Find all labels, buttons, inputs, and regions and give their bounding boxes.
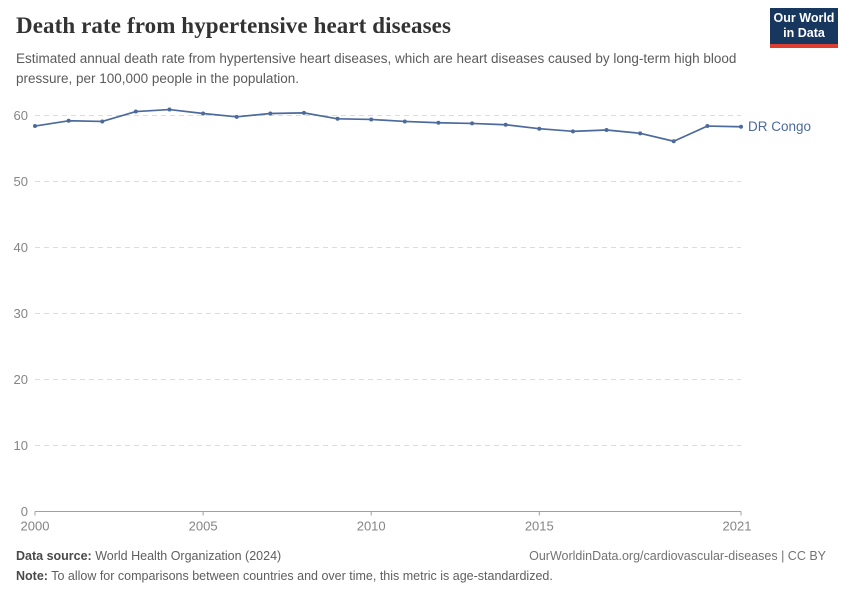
data-source-value: World Health Organization (2024) xyxy=(95,549,282,563)
y-tick-label: 20 xyxy=(14,372,28,387)
note-value: To allow for comparisons between countri… xyxy=(51,569,553,583)
y-tick-label: 50 xyxy=(14,174,28,189)
data-point xyxy=(66,118,71,123)
data-point xyxy=(268,111,273,116)
y-tick-label: 30 xyxy=(14,306,28,321)
entity-label: DR Congo xyxy=(748,119,811,134)
footer-link[interactable]: OurWorldinData.org/cardiovascular-diseas… xyxy=(529,549,826,563)
y-tick-label: 40 xyxy=(14,240,28,255)
owid-logo-line2: in Data xyxy=(783,26,825,40)
data-point xyxy=(234,114,239,119)
chart-subtitle: Estimated annual death rate from hyperte… xyxy=(16,50,737,86)
data-point xyxy=(638,131,643,136)
data-source-label: Data source: xyxy=(16,549,92,563)
data-point xyxy=(301,110,306,115)
x-tick-label: 2021 xyxy=(723,519,752,534)
chart-footer: Data source: World Health Organization (… xyxy=(16,546,826,586)
data-point xyxy=(402,119,407,124)
footer-note: Note: To allow for comparisons between c… xyxy=(16,566,826,586)
data-point xyxy=(33,124,37,129)
x-tick-label: 2005 xyxy=(189,519,218,534)
data-point xyxy=(570,129,575,134)
data-point xyxy=(705,124,710,129)
page-title: Death rate from hypertensive heart disea… xyxy=(16,13,452,38)
data-point xyxy=(201,111,206,116)
data-point xyxy=(537,126,542,131)
x-tick-label: 2000 xyxy=(21,519,50,534)
data-point xyxy=(470,121,475,126)
x-tick-label: 2010 xyxy=(357,519,386,534)
data-point xyxy=(133,109,138,114)
data-point xyxy=(335,116,340,121)
y-tick-label: 0 xyxy=(21,504,28,519)
owid-logo[interactable]: Our World in Data xyxy=(770,8,838,48)
data-point xyxy=(604,128,609,133)
data-point xyxy=(100,119,105,124)
data-line xyxy=(34,108,742,143)
y-tick-label: 60 xyxy=(14,108,28,123)
data-source: Data source: World Health Organization (… xyxy=(16,546,281,566)
data-point xyxy=(436,120,441,125)
chart-header: Death rate from hypertensive heart disea… xyxy=(16,12,761,89)
x-tick-label: 2015 xyxy=(525,519,554,534)
owid-logo-line1: Our World xyxy=(773,11,835,26)
footer-source-row: Data source: World Health Organization (… xyxy=(16,546,826,566)
data-point xyxy=(503,122,508,127)
data-point xyxy=(739,124,743,129)
note-label: Note: xyxy=(16,569,48,583)
data-point xyxy=(369,117,374,122)
y-tick-label: 10 xyxy=(14,438,28,453)
data-point xyxy=(167,107,172,112)
data-point xyxy=(671,139,676,144)
